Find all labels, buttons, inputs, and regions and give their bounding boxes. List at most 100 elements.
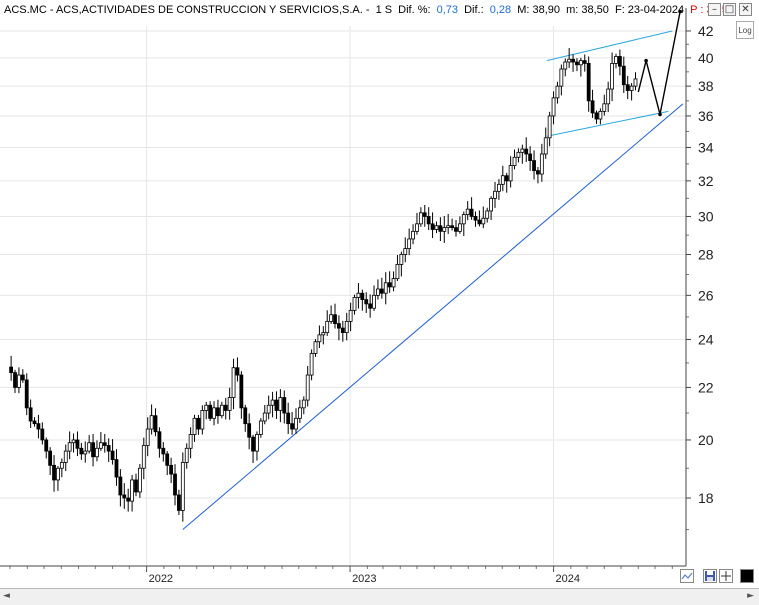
candle-body: [247, 423, 252, 438]
candle: [497, 179, 501, 200]
candle: [411, 224, 415, 245]
zoom-icon[interactable]: [719, 569, 733, 583]
candle-body: [321, 332, 326, 336]
candle: [71, 433, 76, 453]
candle: [192, 414, 197, 442]
candle-body: [399, 254, 404, 265]
candle-body: [325, 320, 330, 334]
y-tick-label: 30: [698, 208, 714, 224]
candle: [430, 212, 435, 239]
candle: [24, 373, 29, 416]
candle-body: [251, 436, 255, 452]
candle: [184, 443, 189, 469]
candle-body: [555, 85, 560, 99]
candle: [493, 181, 497, 208]
candle: [243, 404, 248, 432]
candle-body: [528, 153, 533, 161]
max-label: M: 38,90: [517, 4, 561, 16]
candle-body: [59, 462, 64, 469]
candle: [418, 207, 423, 227]
candle: [196, 415, 201, 435]
candle: [266, 395, 271, 420]
horizontal-scrollbar[interactable]: ◄ ►: [0, 588, 759, 605]
candle: [516, 148, 521, 163]
candle: [356, 283, 361, 309]
candle: [547, 111, 552, 147]
candle: [270, 391, 275, 418]
close-button[interactable]: ✕: [739, 3, 752, 16]
candle-body: [633, 78, 638, 87]
candle-body: [454, 227, 458, 232]
candle-body: [177, 494, 181, 511]
save-icon[interactable]: [703, 569, 717, 583]
scroll-left-arrow[interactable]: ◄: [3, 591, 10, 601]
candle-body: [559, 68, 564, 87]
candle: [606, 81, 611, 113]
candle-body: [547, 115, 552, 139]
y-tick-label: 20: [698, 432, 714, 448]
candle: [383, 272, 388, 305]
candle: [219, 401, 224, 419]
candle-body: [364, 299, 369, 305]
candle: [598, 108, 603, 125]
candle-body: [188, 434, 193, 449]
candle-body: [208, 404, 213, 419]
candle: [434, 221, 439, 234]
candle: [95, 440, 99, 462]
candle: [134, 473, 138, 497]
candle-body: [625, 84, 630, 91]
drawing-lines: [182, 30, 684, 530]
candle-body: [481, 217, 486, 225]
candle: [173, 464, 177, 506]
candle: [98, 432, 103, 451]
candle: [333, 303, 337, 329]
candle-body: [516, 151, 521, 158]
candle-body: [149, 415, 154, 430]
candle-body: [145, 428, 150, 446]
candle-body: [598, 110, 603, 120]
candle-body: [173, 473, 177, 496]
candle-body: [379, 288, 384, 294]
candle-body: [286, 412, 291, 425]
projection-point: [658, 112, 662, 117]
candle: [114, 449, 119, 486]
candle-body: [594, 112, 599, 120]
candle-body: [130, 479, 134, 502]
candle-body: [512, 156, 517, 166]
candle: [426, 207, 431, 231]
dif-pct-label: Dif. %:: [398, 4, 431, 16]
candle: [438, 217, 443, 242]
candle: [235, 357, 240, 382]
candle: [376, 279, 380, 300]
log-scale-button[interactable]: Log: [736, 21, 754, 39]
candle-body: [262, 412, 267, 422]
candle-body: [270, 399, 275, 406]
candle: [536, 167, 540, 184]
scroll-right-arrow[interactable]: ►: [747, 591, 754, 601]
candle: [83, 441, 88, 463]
candle: [344, 312, 349, 341]
chart-type-icon[interactable]: [680, 569, 694, 583]
candle-body: [340, 327, 345, 334]
candle-body: [239, 374, 244, 409]
candle-body: [333, 314, 337, 325]
candle-body: [606, 88, 611, 105]
candle-body: [629, 85, 634, 91]
candle-body: [504, 175, 509, 182]
candle: [290, 411, 294, 435]
maximize-button[interactable]: □: [723, 3, 736, 16]
grid: [0, 26, 686, 566]
candle-body: [28, 407, 33, 422]
minimize-button[interactable]: –: [708, 3, 721, 16]
y-tick-label: 24: [698, 331, 714, 347]
candle-body: [383, 282, 388, 294]
candle-body: [337, 323, 341, 329]
color-swatch[interactable]: [740, 569, 754, 583]
candle-body: [602, 103, 607, 112]
candle-body: [532, 160, 536, 172]
candle-body: [141, 445, 146, 469]
candle-body: [610, 63, 614, 90]
candle: [231, 358, 236, 410]
candle-body: [255, 434, 259, 452]
